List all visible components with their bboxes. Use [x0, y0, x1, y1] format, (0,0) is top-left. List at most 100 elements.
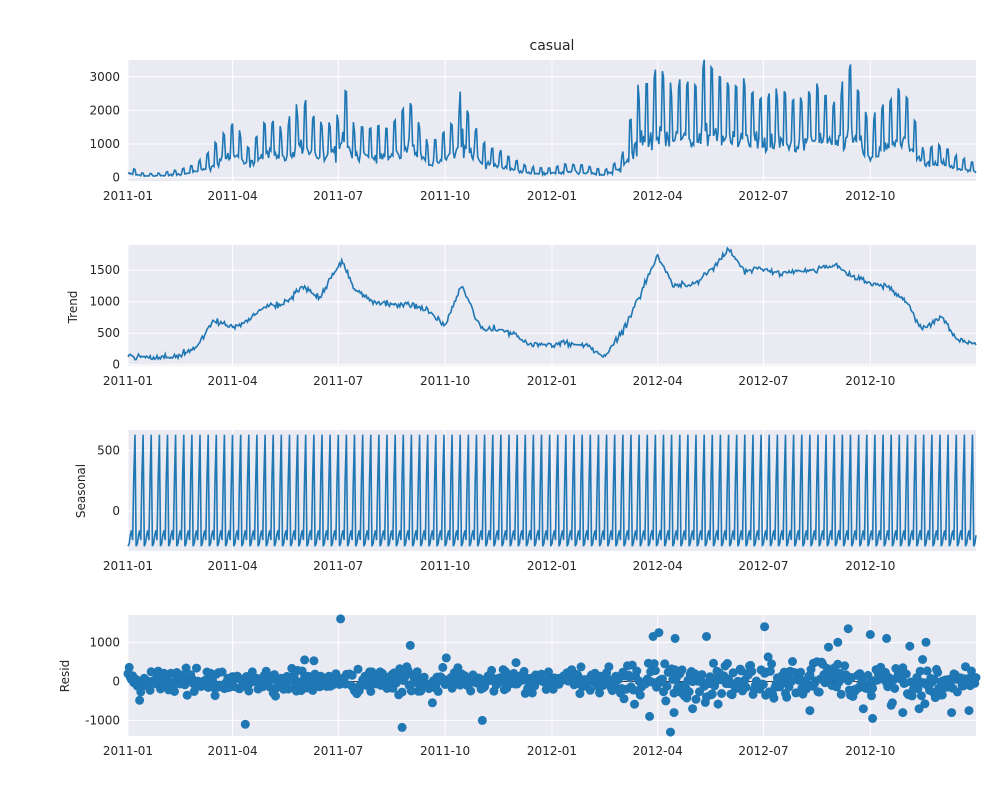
- resid-point: [677, 665, 687, 675]
- resid-point: [406, 686, 416, 696]
- resid-point: [487, 665, 497, 675]
- x-tick-label: 2012-01: [527, 374, 577, 388]
- resid-point: [661, 696, 671, 706]
- resid-point: [728, 668, 738, 678]
- resid-point: [397, 687, 407, 697]
- resid-point: [412, 667, 422, 677]
- resid-outlier-point: [336, 614, 346, 624]
- x-tick-label: 2011-07: [313, 374, 363, 388]
- resid-point: [657, 674, 667, 684]
- seasonal-line-path: [127, 434, 977, 547]
- resid-point: [765, 666, 775, 676]
- x-tick-label: 2011-01: [103, 374, 153, 388]
- resid-point: [395, 664, 405, 674]
- x-tick-label: 2012-10: [845, 559, 895, 573]
- resid-point: [135, 695, 145, 705]
- resid-point: [170, 687, 179, 696]
- x-tick-label: 2011-04: [207, 559, 257, 573]
- resid-outlier-point: [427, 698, 437, 708]
- resid-point: [466, 686, 476, 696]
- x-tick-label: 2011-10: [420, 744, 470, 758]
- x-tick-label: 2012-07: [738, 744, 788, 758]
- resid-point: [916, 691, 926, 701]
- resid-outlier-point: [441, 653, 451, 663]
- resid-point: [595, 688, 605, 698]
- resid-point: [717, 689, 727, 698]
- seasonal-line: [127, 434, 977, 547]
- resid-outlier-point: [670, 633, 680, 643]
- grid-lines: [127, 245, 976, 366]
- y-tick-labels: 0 500: [97, 444, 120, 519]
- resid-point: [971, 673, 981, 683]
- resid-outlier-point: [805, 706, 815, 716]
- x-tick-label: 2012-01: [527, 559, 577, 573]
- resid-point: [710, 681, 720, 691]
- resid-point: [868, 683, 878, 693]
- resid-point: [684, 687, 694, 697]
- resid-point: [630, 699, 639, 709]
- x-tick-label: 2012-04: [633, 744, 683, 758]
- resid-point: [758, 679, 768, 689]
- resid-point: [271, 691, 280, 701]
- resid-point: [747, 666, 757, 676]
- resid-point: [649, 659, 659, 669]
- resid-point: [836, 689, 846, 699]
- panel-seasonal: 0 500 2011-01 2011-04 2011-07 2011-10 2012-01…: [74, 430, 977, 573]
- resid-point: [419, 672, 429, 682]
- trend-line: [127, 246, 977, 361]
- x-tick-labels: 2011-01 2011-04 2011-07 2011-10 2012-01 2012-…: [103, 374, 895, 388]
- y-tick-label: 500: [97, 444, 120, 458]
- x-tick-label: 2011-10: [420, 374, 470, 388]
- resid-outlier-point: [760, 622, 770, 632]
- resid-point: [575, 689, 585, 699]
- x-tick-label: 2012-01: [527, 744, 577, 758]
- resid-outlier-point: [666, 727, 675, 737]
- resid-outlier-point: [477, 715, 487, 725]
- resid-point: [937, 690, 947, 700]
- resid-point: [763, 652, 773, 662]
- resid-point: [722, 659, 732, 668]
- resid-point: [416, 686, 426, 696]
- y-axis-label: Trend: [66, 291, 80, 325]
- resid-point: [890, 684, 900, 693]
- resid-point: [769, 693, 779, 703]
- resid-point: [576, 662, 586, 672]
- resid-outlier-point: [511, 658, 521, 668]
- resid-point: [933, 667, 943, 677]
- y-tick-label: 0: [112, 171, 120, 185]
- x-tick-label: 2011-04: [207, 374, 257, 388]
- x-tick-labels: 2011-01 2011-04 2011-07 2011-10 2012-01 2012-…: [103, 744, 895, 758]
- resid-point: [840, 661, 850, 671]
- resid-outlier-point: [300, 655, 310, 665]
- resid-outlier-point: [405, 640, 415, 650]
- resid-point: [707, 689, 717, 699]
- resid-outlier-point: [921, 637, 931, 647]
- resid-point: [347, 670, 357, 680]
- resid-point: [124, 662, 134, 672]
- resid-point: [181, 663, 191, 673]
- y-tick-label: 1000: [89, 635, 120, 649]
- y-tick-label: 1000: [89, 295, 120, 309]
- resid-point: [952, 687, 962, 697]
- resid-point: [691, 694, 701, 704]
- resid-point: [662, 681, 672, 691]
- resid-point: [660, 659, 670, 669]
- resid-point: [635, 690, 645, 700]
- resid-point: [901, 669, 911, 679]
- resid-point: [922, 666, 932, 676]
- resid-outlier-point: [669, 708, 679, 718]
- x-tick-label: 2012-07: [738, 189, 788, 203]
- x-tick-label: 2012-07: [738, 559, 788, 573]
- x-tick-label: 2011-04: [207, 744, 257, 758]
- x-tick-label: 2011-01: [103, 189, 153, 203]
- x-tick-label: 2012-04: [633, 189, 683, 203]
- resid-point: [867, 691, 876, 701]
- resid-point: [929, 675, 939, 685]
- x-tick-labels: 2011-01 2011-04 2011-07 2011-10 2012-01 2012-…: [103, 559, 895, 573]
- y-tick-label: 500: [97, 326, 120, 340]
- resid-outlier-point: [914, 704, 924, 714]
- resid-outlier-point: [688, 704, 698, 714]
- resid-outlier-point: [453, 663, 463, 673]
- resid-outlier-point: [654, 628, 664, 638]
